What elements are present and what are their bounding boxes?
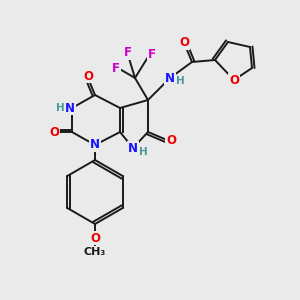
Text: O: O [179, 37, 189, 50]
Text: O: O [90, 232, 100, 244]
Text: O: O [49, 125, 59, 139]
Text: O: O [83, 70, 93, 83]
Text: F: F [124, 46, 132, 59]
Text: H: H [139, 147, 147, 157]
Text: N: N [65, 101, 75, 115]
Text: N: N [128, 142, 138, 154]
Text: CH₃: CH₃ [84, 247, 106, 257]
Text: O: O [229, 74, 239, 86]
Text: N: N [165, 71, 175, 85]
Text: O: O [166, 134, 176, 146]
Text: H: H [176, 76, 184, 86]
Text: F: F [148, 49, 156, 62]
Text: F: F [112, 61, 120, 74]
Text: N: N [90, 139, 100, 152]
Text: H: H [56, 103, 64, 113]
